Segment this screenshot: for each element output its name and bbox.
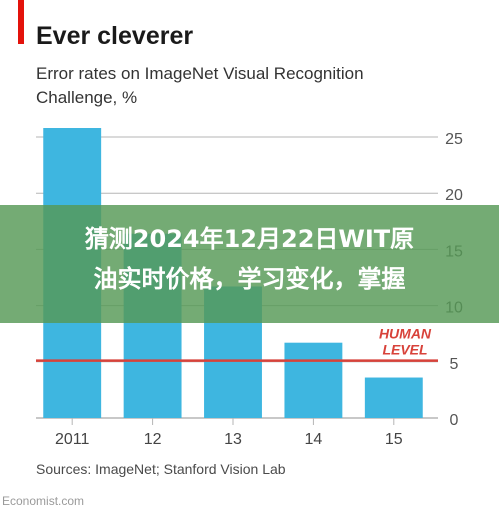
y-tick-label: 25 <box>445 131 463 148</box>
x-tick-label: 12 <box>144 431 162 448</box>
caption-line-1: 猜测2024年12月22日WIT原 <box>84 225 415 253</box>
brand-tag <box>18 0 24 44</box>
caption-line-2: 油实时价格，学习变化，掌握 <box>93 265 406 293</box>
caption-text: 猜测2024年12月22日WIT原 油实时价格，学习变化，掌握 <box>0 219 499 299</box>
bar-14 <box>284 342 343 418</box>
chart-subtitle: Error rates on ImageNet Visual Recogniti… <box>36 64 364 107</box>
source-note: Sources: ImageNet; Stanford Vision Lab <box>36 461 286 477</box>
bars <box>43 128 423 418</box>
caption-banner <box>0 205 499 323</box>
bar-15 <box>364 377 423 418</box>
human-level-label-line-2: LEVEL <box>382 342 427 358</box>
publisher-credit[interactable]: Economist.com <box>2 494 85 508</box>
x-tick-label: 2011 <box>55 431 90 448</box>
y-tick-label: 5 <box>450 356 459 373</box>
x-tick-label: 13 <box>224 431 242 448</box>
x-tick-label: 14 <box>305 431 323 448</box>
y-tick-label: 0 <box>450 412 459 429</box>
human-level-label-line-1: HUMAN <box>379 326 432 342</box>
x-tick-labels: 2011 12 13 14 15 <box>55 418 403 448</box>
x-tick-label: 15 <box>385 431 403 448</box>
chart-title: Ever cleverer <box>36 22 194 50</box>
y-tick-label: 20 <box>445 187 463 204</box>
